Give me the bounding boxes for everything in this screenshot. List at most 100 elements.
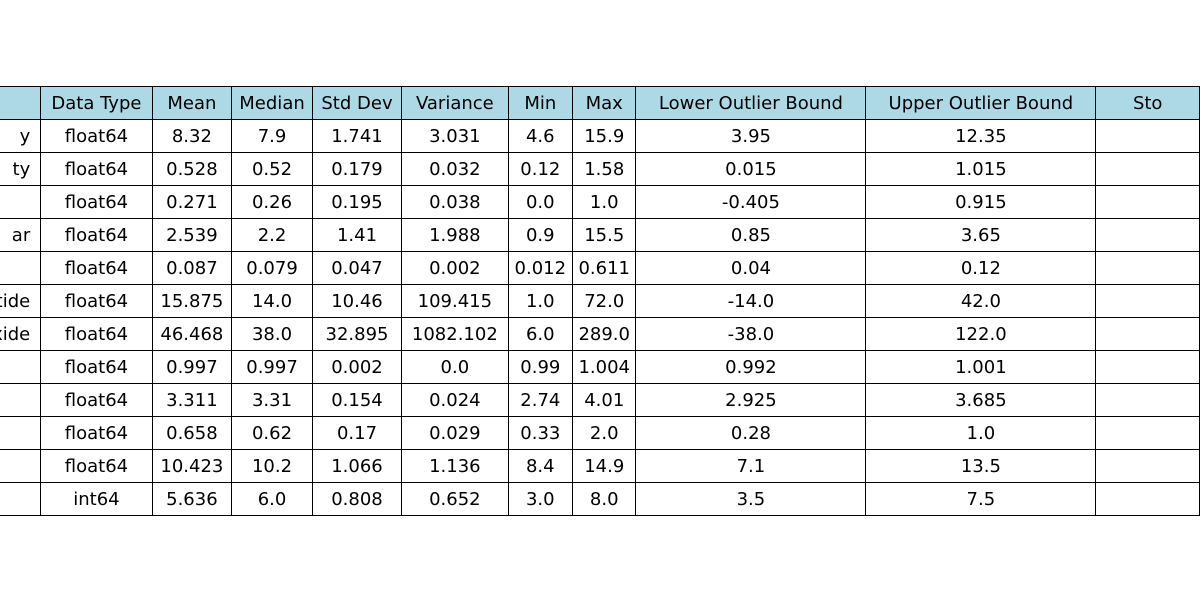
table-cell-sto	[1095, 482, 1200, 516]
table-cell-median: 14.0	[231, 284, 313, 318]
table-cell-std-dev: 0.047	[311, 251, 403, 285]
table-cell-min: 2.74	[507, 383, 573, 417]
table-cell-upper-outlier-bound: 1.001	[865, 350, 1097, 384]
table-cell-lower-outlier-bound: 0.992	[635, 350, 867, 384]
table-cell-mean: 46.468	[151, 317, 233, 351]
table-row: ar float64 2.539 2.2 1.41 1.988 0.9 15.5 0.85 3.6…	[0, 218, 1200, 252]
table-cell-variable	[0, 449, 42, 483]
table-cell-upper-outlier-bound: 42.0	[865, 284, 1097, 318]
table-cell-median: 38.0	[231, 317, 313, 351]
table-cell-lower-outlier-bound: 0.015	[635, 152, 867, 186]
table-row: float64 0.997 0.997 0.002 0.0 0.99 1.004 0.992 1…	[0, 350, 1200, 384]
table-cell-std-dev: 1.066	[311, 449, 403, 483]
table-cell-std-dev: 0.002	[311, 350, 403, 384]
column-header-min: Min	[507, 86, 573, 120]
table-cell-median: 2.2	[231, 218, 313, 252]
table-cell-min: 0.99	[507, 350, 573, 384]
table-cell-std-dev: 0.808	[311, 482, 403, 516]
table-cell-std-dev: 0.195	[311, 185, 403, 219]
table-row: y float64 8.32 7.9 1.741 3.031 4.6 15.9 3.95 12.3…	[0, 119, 1200, 153]
table-cell-data-type: float64	[40, 416, 153, 450]
table-cell-sto	[1095, 185, 1200, 219]
table-cell-median: 0.26	[231, 185, 313, 219]
table-cell-sto	[1095, 383, 1200, 417]
table-cell-variable	[0, 383, 42, 417]
table-cell-sto	[1095, 251, 1200, 285]
table-row: float64 0.087 0.079 0.047 0.002 0.012 0.611 0.0…	[0, 251, 1200, 285]
table-cell-upper-outlier-bound: 7.5	[865, 482, 1097, 516]
table-cell-variance: 109.415	[401, 284, 509, 318]
table-row: xidefloat6446.46838.032.8951082.1026.028…	[0, 317, 1200, 351]
column-header-mean: Mean	[151, 86, 233, 120]
table-cell-upper-outlier-bound: 12.35	[865, 119, 1097, 153]
table-cell-sto	[1095, 218, 1200, 252]
table-cell-max: 0.611	[571, 251, 637, 285]
table-row: int64 5.636 6.0 0.808 0.652 3.0 8.0 3.5 7.5	[0, 482, 1200, 516]
table-cell-median: 6.0	[231, 482, 313, 516]
table-cell-min: 3.0	[507, 482, 573, 516]
table-cell-mean: 0.997	[151, 350, 233, 384]
table-cell-upper-outlier-bound: 13.5	[865, 449, 1097, 483]
table-cell-sto	[1095, 416, 1200, 450]
table-cell-median: 0.997	[231, 350, 313, 384]
table-cell-max: 1.0	[571, 185, 637, 219]
table-cell-variance: 0.0	[401, 350, 509, 384]
table-cell-variable	[0, 350, 42, 384]
table-cell-variance: 0.029	[401, 416, 509, 450]
table-cell-max: 14.9	[571, 449, 637, 483]
table-cell-max: 1.004	[571, 350, 637, 384]
table-cell-upper-outlier-bound: 0.915	[865, 185, 1097, 219]
table-cell-std-dev: 10.46	[311, 284, 403, 318]
table-cell-upper-outlier-bound: 3.685	[865, 383, 1097, 417]
table-cell-variable: tide	[0, 284, 42, 318]
table-cell-max: 8.0	[571, 482, 637, 516]
table-cell-min: 0.12	[507, 152, 573, 186]
table-cell-median: 10.2	[231, 449, 313, 483]
table-cell-median: 0.52	[231, 152, 313, 186]
table-cell-median: 3.31	[231, 383, 313, 417]
table-cell-data-type: int64	[40, 482, 153, 516]
table-cell-variance: 0.038	[401, 185, 509, 219]
table-cell-lower-outlier-bound: 0.85	[635, 218, 867, 252]
table-cell-min: 6.0	[507, 317, 573, 351]
table-cell-variable: xide	[0, 317, 42, 351]
table-cell-max: 72.0	[571, 284, 637, 318]
table-cell-std-dev: 0.154	[311, 383, 403, 417]
table-cell-sto	[1095, 350, 1200, 384]
table-cell-mean: 3.311	[151, 383, 233, 417]
table-cell-std-dev: 1.41	[311, 218, 403, 252]
table-cell-variance: 1.988	[401, 218, 509, 252]
table-row: float64 0.271 0.26 0.195 0.038 0.0 1.0 -0.405 0.…	[0, 185, 1200, 219]
table-cell-mean: 8.32	[151, 119, 233, 153]
table-row: float64 10.423 10.2 1.066 1.136 8.4 14.9 7.1 13.…	[0, 449, 1200, 483]
column-header-std-dev: Std Dev	[311, 86, 403, 120]
table-cell-mean: 0.528	[151, 152, 233, 186]
column-header-lower-outlier-bound: Lower Outlier Bound	[635, 86, 867, 120]
table-cell-data-type: float64	[40, 251, 153, 285]
table-cell-min: 0.012	[507, 251, 573, 285]
table-cell-min: 0.33	[507, 416, 573, 450]
table-cell-mean: 15.875	[151, 284, 233, 318]
table-cell-lower-outlier-bound: 0.28	[635, 416, 867, 450]
table-cell-median: 0.62	[231, 416, 313, 450]
table-cell-upper-outlier-bound: 3.65	[865, 218, 1097, 252]
table-cell-min: 1.0	[507, 284, 573, 318]
table-cell-variance: 1.136	[401, 449, 509, 483]
table-cell-min: 0.9	[507, 218, 573, 252]
table-cell-mean: 5.636	[151, 482, 233, 516]
table-header-row: Data Type Mean Median Std Dev Variance Min Max…	[0, 86, 1200, 120]
column-header-upper-outlier-bound: Upper Outlier Bound	[865, 86, 1097, 120]
table-cell-max: 15.5	[571, 218, 637, 252]
table-cell-min: 0.0	[507, 185, 573, 219]
table-cell-min: 4.6	[507, 119, 573, 153]
table-cell-variance: 0.002	[401, 251, 509, 285]
table-cell-max: 289.0	[571, 317, 637, 351]
table-cell-upper-outlier-bound: 1.0	[865, 416, 1097, 450]
table-cell-variance: 3.031	[401, 119, 509, 153]
table-cell-variance: 0.024	[401, 383, 509, 417]
table-cell-data-type: float64	[40, 119, 153, 153]
column-header-median: Median	[231, 86, 313, 120]
table-cell-upper-outlier-bound: 1.015	[865, 152, 1097, 186]
table-cell-data-type: float64	[40, 185, 153, 219]
table-cell-lower-outlier-bound: 2.925	[635, 383, 867, 417]
